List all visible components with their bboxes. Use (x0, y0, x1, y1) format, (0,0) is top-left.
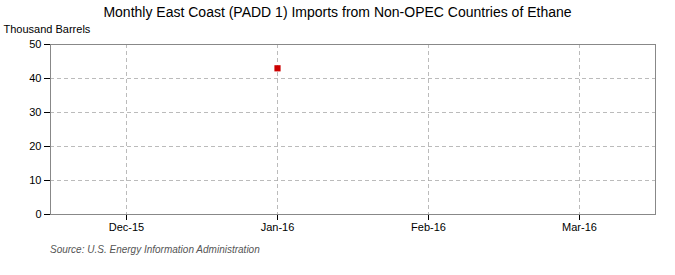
svg-text:50: 50 (29, 38, 41, 50)
svg-text:Mar-16: Mar-16 (562, 221, 597, 233)
svg-text:Jan-16: Jan-16 (261, 221, 295, 233)
svg-text:0: 0 (35, 208, 41, 220)
html-text:Monthly East Coast (PADD 1) Im: Monthly East Coast (PADD 1) Imports from… (103, 4, 572, 20)
svg-text:Feb-16: Feb-16 (411, 221, 446, 233)
svg-text:30: 30 (29, 106, 41, 118)
svg-text:Dec-15: Dec-15 (109, 221, 144, 233)
svg-text:Thousand Barrels: Thousand Barrels (4, 23, 91, 35)
svg-text:40: 40 (29, 72, 41, 84)
svg-text:10: 10 (29, 174, 41, 186)
html-text:Source: U.S. Energy Informatio: Source: U.S. Energy Information Administ… (50, 244, 260, 255)
svg-text:20: 20 (29, 140, 41, 152)
